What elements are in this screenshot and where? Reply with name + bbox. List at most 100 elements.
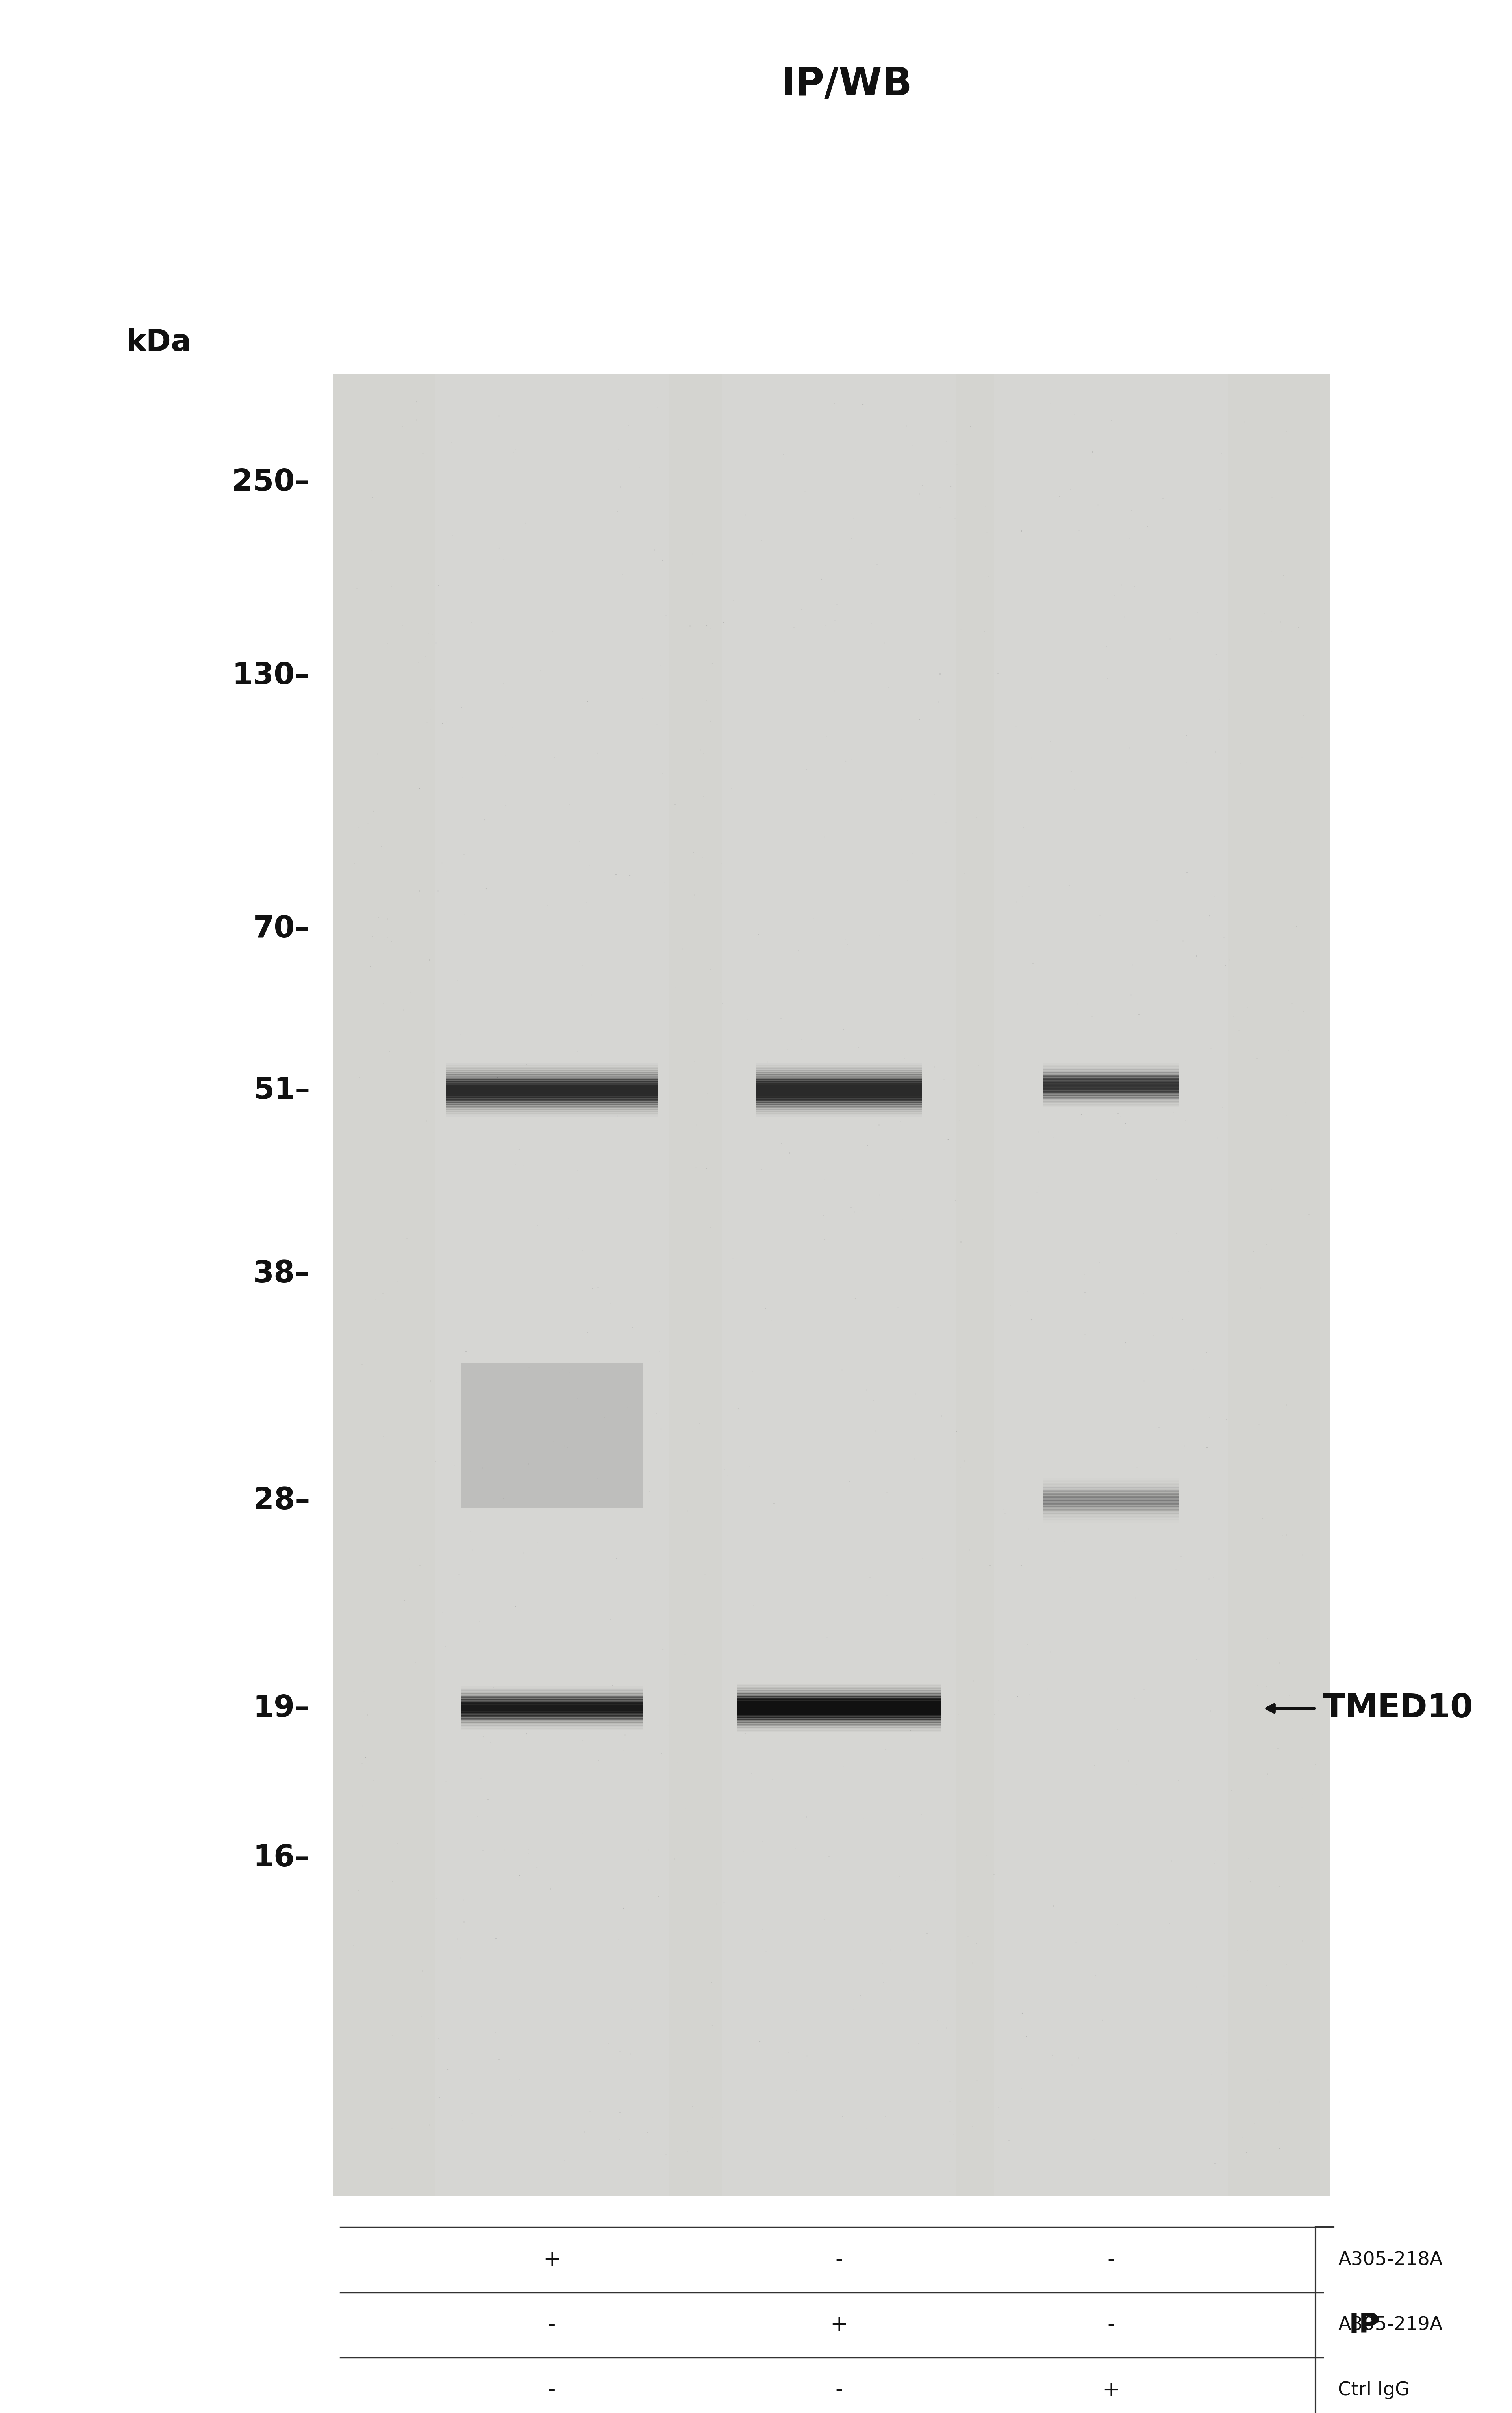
Bar: [756, 1071, 922, 1074]
Text: +: +: [1102, 2379, 1120, 2401]
Text: 70–: 70–: [253, 915, 310, 943]
Bar: [446, 1112, 658, 1115]
Text: -: -: [835, 2249, 844, 2271]
Bar: [756, 1067, 922, 1069]
Bar: [738, 1728, 942, 1730]
Bar: [446, 1110, 658, 1112]
Text: 19–: 19–: [253, 1694, 310, 1723]
Bar: [446, 1081, 658, 1083]
Bar: [756, 1108, 922, 1110]
Text: 28–: 28–: [253, 1486, 310, 1515]
Bar: [756, 1079, 922, 1081]
Bar: [738, 1718, 942, 1720]
Bar: [446, 1069, 658, 1071]
Bar: [756, 1083, 922, 1088]
Bar: [738, 1689, 942, 1692]
Bar: [756, 1091, 922, 1093]
Bar: [446, 1091, 658, 1093]
Bar: [738, 1728, 942, 1730]
Bar: [756, 1098, 922, 1100]
Bar: [446, 1093, 658, 1096]
Bar: [738, 1699, 942, 1701]
Bar: [756, 1103, 922, 1108]
Text: IP/WB: IP/WB: [782, 65, 912, 104]
Bar: [738, 1684, 942, 1687]
Bar: [756, 1083, 922, 1086]
Bar: [446, 1103, 658, 1108]
Bar: [446, 1067, 658, 1069]
Bar: [738, 1713, 942, 1716]
Bar: [446, 1105, 658, 1108]
Bar: [446, 1108, 658, 1110]
Bar: [738, 1694, 942, 1696]
Bar: [756, 1110, 922, 1112]
Text: -: -: [547, 2314, 556, 2336]
Bar: [446, 1064, 658, 1067]
Bar: [446, 1076, 658, 1081]
Text: -: -: [1107, 2314, 1116, 2336]
Text: 130–: 130–: [233, 661, 310, 690]
Bar: [756, 1071, 922, 1074]
Text: A305-218A: A305-218A: [1338, 2251, 1442, 2268]
Text: A305-219A: A305-219A: [1338, 2316, 1442, 2333]
Bar: [738, 1708, 942, 1711]
Bar: [756, 1081, 922, 1083]
Text: Ctrl IgG: Ctrl IgG: [1338, 2382, 1409, 2399]
Bar: [738, 1692, 942, 1694]
Bar: [446, 1100, 658, 1103]
Bar: [446, 1103, 658, 1105]
Bar: [446, 1088, 658, 1091]
Bar: [461, 1363, 643, 1508]
Bar: [756, 1091, 922, 1093]
Bar: [446, 1086, 658, 1088]
Text: kDa: kDa: [125, 328, 192, 357]
Bar: [446, 1096, 658, 1098]
Bar: [738, 1708, 942, 1711]
Bar: [995, 374, 1228, 2196]
Bar: [446, 1071, 658, 1074]
Bar: [446, 1098, 658, 1100]
Bar: [756, 1076, 922, 1079]
Bar: [756, 1105, 922, 1108]
Bar: [756, 1064, 922, 1067]
Bar: [738, 1689, 942, 1692]
Bar: [446, 1083, 658, 1088]
Bar: [756, 1069, 922, 1071]
Bar: [756, 1088, 922, 1091]
Text: 250–: 250–: [233, 468, 310, 497]
Bar: [446, 1083, 658, 1086]
Bar: [738, 1684, 942, 1687]
Text: 51–: 51–: [253, 1076, 310, 1105]
Bar: [446, 1079, 658, 1081]
Bar: [738, 1723, 942, 1725]
Bar: [738, 1713, 942, 1716]
Bar: [446, 1076, 658, 1079]
Text: -: -: [1107, 2249, 1116, 2271]
Text: 16–: 16–: [253, 1844, 310, 1872]
Bar: [446, 1098, 658, 1100]
Bar: [333, 374, 1331, 2196]
Bar: [756, 1098, 922, 1100]
Bar: [738, 1718, 942, 1720]
Bar: [756, 1086, 922, 1088]
Bar: [738, 1694, 942, 1696]
Bar: [756, 1115, 922, 1117]
Bar: [738, 1723, 942, 1725]
Text: IP: IP: [1349, 2312, 1379, 2338]
Bar: [446, 1064, 658, 1067]
Text: +: +: [543, 2249, 561, 2271]
Bar: [756, 1096, 922, 1098]
Bar: [446, 1071, 658, 1074]
Bar: [738, 1704, 942, 1706]
Text: +: +: [830, 2314, 848, 2336]
Bar: [756, 1103, 922, 1105]
Bar: [756, 1100, 922, 1103]
Bar: [435, 374, 668, 2196]
Bar: [756, 1093, 922, 1096]
Bar: [446, 1115, 658, 1117]
Text: TMED10: TMED10: [1323, 1692, 1473, 1725]
Bar: [446, 1110, 658, 1115]
Text: -: -: [547, 2379, 556, 2401]
Bar: [756, 1074, 922, 1076]
Bar: [738, 1704, 942, 1706]
